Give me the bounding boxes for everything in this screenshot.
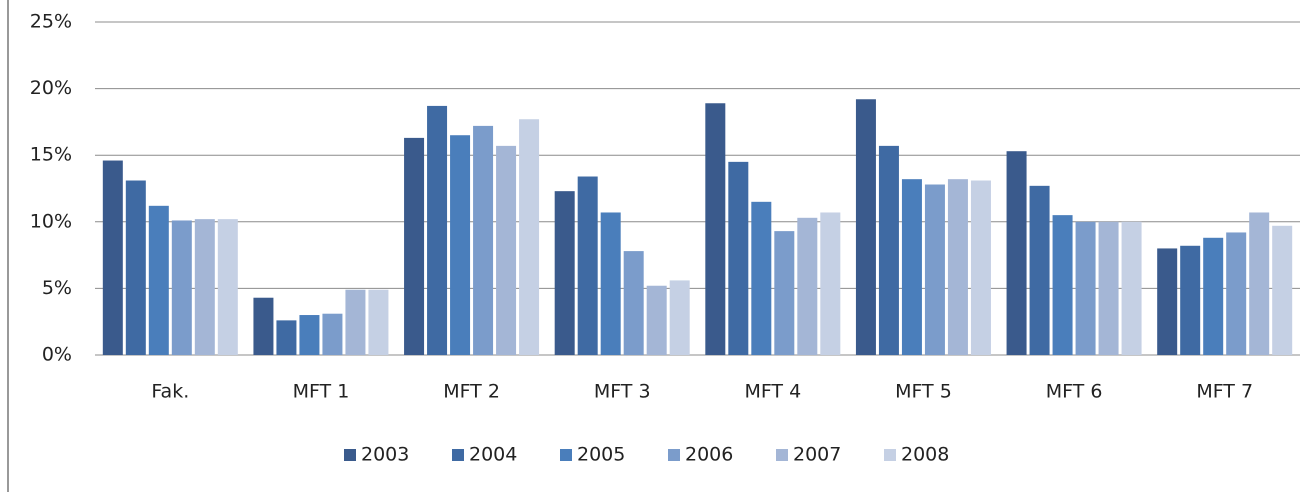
x-tick-label: MFT 7 <box>1196 381 1253 403</box>
bar <box>1226 232 1247 355</box>
bar <box>1203 237 1224 355</box>
bar <box>901 179 922 355</box>
bar <box>1075 221 1096 355</box>
x-tick-label: MFT 4 <box>744 381 801 403</box>
bar <box>427 105 448 355</box>
bar <box>1249 212 1270 355</box>
bar <box>276 320 297 355</box>
bar <box>623 251 644 355</box>
bar <box>797 217 818 355</box>
bar <box>577 176 598 355</box>
legend-label: 2003 <box>361 444 409 466</box>
bar <box>878 145 899 355</box>
bar <box>148 205 169 355</box>
bar <box>855 99 876 355</box>
legend-swatch <box>776 449 788 461</box>
x-tick-label: MFT 5 <box>895 381 952 403</box>
bar <box>1157 248 1178 355</box>
bar <box>217 219 238 355</box>
bar <box>404 137 425 355</box>
bar <box>1180 245 1201 355</box>
legend-label: 2004 <box>469 444 517 466</box>
x-tick-label: MFT 3 <box>594 381 651 403</box>
x-tick-label: MFT 6 <box>1046 381 1103 403</box>
bar <box>299 315 320 355</box>
bar <box>705 103 726 355</box>
legend-label: 2007 <box>793 444 841 466</box>
bar <box>728 161 749 355</box>
bar <box>1029 185 1050 355</box>
bar <box>473 125 494 356</box>
bar <box>669 280 690 355</box>
bar <box>646 285 667 355</box>
x-tick-label: MFT 2 <box>443 381 500 403</box>
bar <box>924 184 945 355</box>
bar <box>496 145 517 355</box>
y-tick-label: 5% <box>42 277 72 299</box>
legend-label: 2008 <box>901 444 949 466</box>
bar <box>450 135 471 355</box>
bar <box>519 119 540 356</box>
bar <box>1272 225 1293 355</box>
legend-swatch <box>344 449 356 461</box>
bar <box>125 180 146 355</box>
legend-label: 2005 <box>577 444 625 466</box>
bar <box>253 297 274 355</box>
x-tick-label: MFT 1 <box>293 381 350 403</box>
bar <box>322 313 343 355</box>
bar <box>554 191 575 355</box>
bar <box>102 160 123 355</box>
bar <box>774 231 795 355</box>
y-tick-label: 0% <box>42 344 72 366</box>
bar <box>1098 221 1119 355</box>
y-tick-label: 25% <box>30 11 72 33</box>
y-tick-label: 20% <box>30 77 72 99</box>
bar <box>171 220 192 355</box>
legend-swatch <box>884 449 896 461</box>
bar <box>1121 221 1142 355</box>
y-tick-label: 10% <box>30 210 72 232</box>
y-tick-label: 15% <box>30 144 72 166</box>
bar <box>194 219 215 355</box>
bar <box>970 180 991 355</box>
legend-swatch <box>560 449 572 461</box>
bar <box>1006 151 1027 355</box>
legend-swatch <box>668 449 680 461</box>
bar <box>751 201 772 355</box>
legend-swatch <box>452 449 464 461</box>
bar <box>947 179 968 355</box>
bar <box>1052 215 1073 355</box>
bar <box>600 212 621 355</box>
x-tick-label: Fak. <box>151 381 189 403</box>
bar <box>820 212 841 355</box>
bar <box>368 289 389 355</box>
legend-label: 2006 <box>685 444 733 466</box>
bar <box>345 289 366 355</box>
